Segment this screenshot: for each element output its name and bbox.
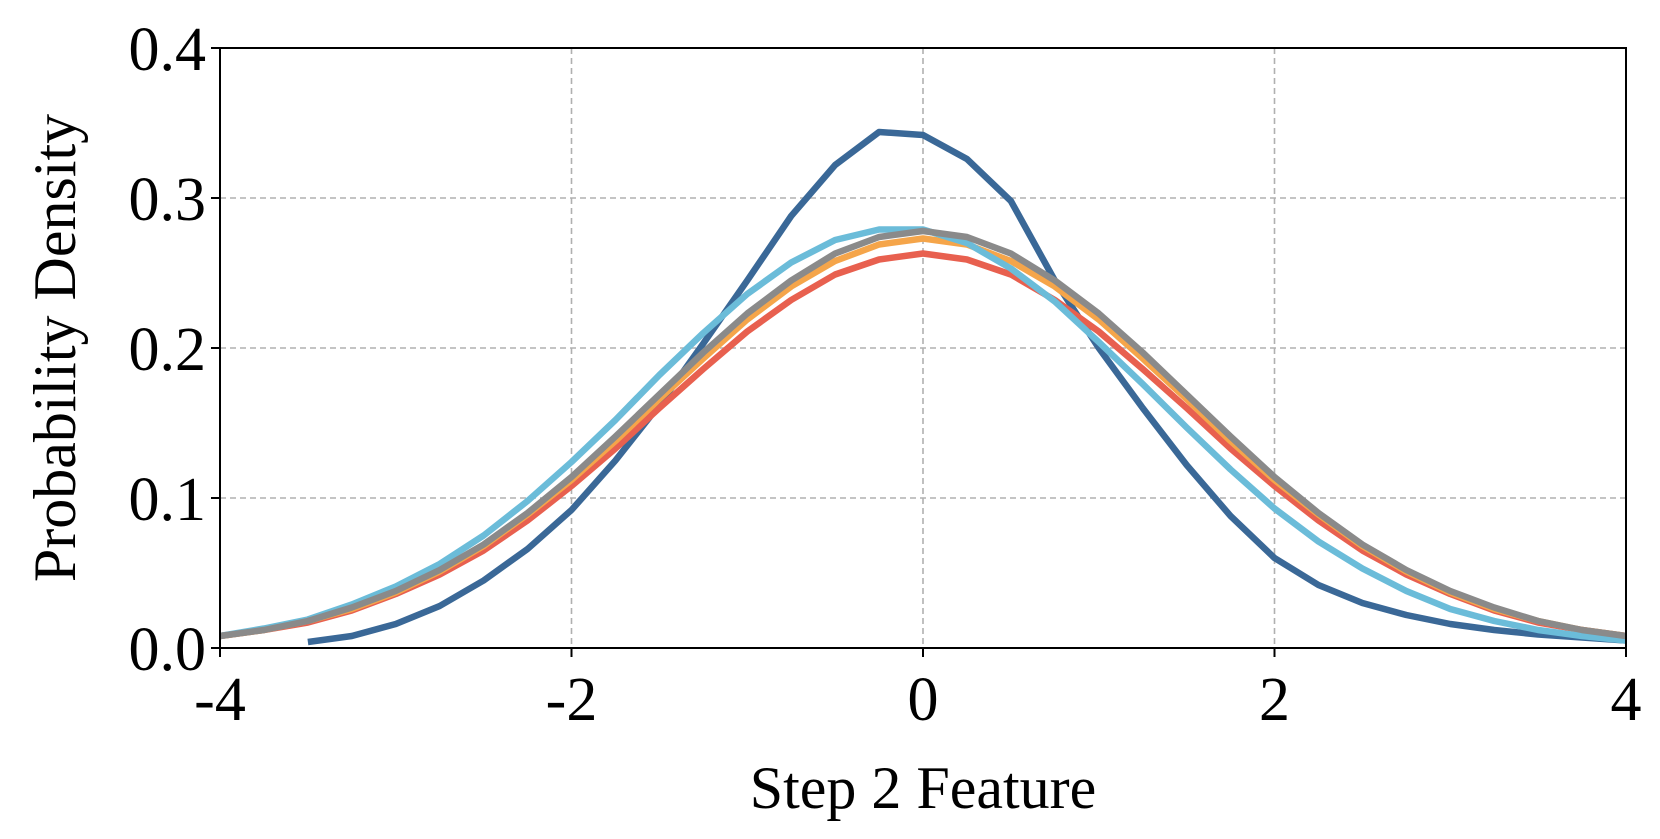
x-tick-label: 2: [1259, 666, 1290, 734]
y-tick-label: 0.4: [129, 16, 207, 84]
x-tick-label: -2: [546, 666, 598, 734]
x-tick-label: 0: [908, 666, 939, 734]
y-tick-label: 0.1: [129, 466, 207, 534]
y-tick-label: 0.0: [129, 616, 207, 684]
data-line: [219, 227, 1627, 640]
y-tick-label: 0.2: [129, 316, 207, 384]
y-tick-label: 0.3: [129, 166, 207, 234]
x-axis-title: Step 2 Feature: [750, 755, 1097, 821]
x-tick-label: 4: [1611, 666, 1642, 734]
y-axis-title: Probability Density: [22, 114, 88, 582]
data-line: [307, 128, 1627, 646]
plot-frame: [219, 47, 1627, 649]
x-tick-label: -4: [194, 666, 246, 734]
